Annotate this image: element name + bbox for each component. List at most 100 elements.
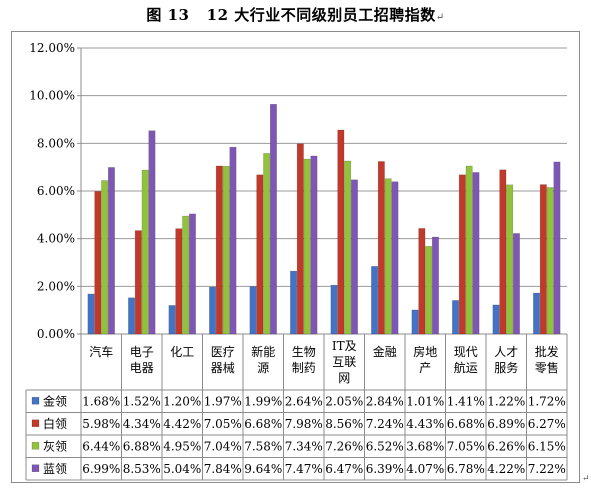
chart-frame: 0.00% 2.00% 4.00% 6.00% 8.00% 10.00% 12.00% 汽车电…	[11, 31, 580, 483]
data-cell-label: 2.05%	[325, 394, 363, 408]
category-label: 电子	[130, 345, 154, 359]
bar	[337, 129, 345, 335]
data-cell-label: 5.98%	[82, 417, 120, 431]
category-label: 互联	[332, 355, 356, 369]
category-label: 汽车	[89, 344, 113, 359]
data-cell-label: 7.58%	[244, 439, 282, 453]
legend-key	[31, 397, 40, 405]
category-label: 制药	[292, 361, 316, 375]
bar	[418, 228, 426, 335]
y-tick-label: 12.00%	[29, 41, 75, 55]
data-cell-label: 4.43%	[406, 417, 444, 431]
data-cell-label: 7.34%	[285, 439, 323, 453]
data-cell-label: 1.99%	[244, 394, 282, 408]
bar	[472, 172, 480, 335]
bar	[263, 153, 271, 335]
category-label: 房地	[413, 344, 437, 359]
data-cell-label: 7.22%	[528, 462, 566, 476]
legend-key	[31, 419, 40, 427]
paragraph-mark: ↵	[435, 12, 445, 23]
figure-caption: 图 13 12 大行业不同级别员工招聘指数↵	[0, 4, 591, 25]
bar	[499, 169, 507, 335]
category-label: 化工	[170, 345, 194, 359]
bar	[148, 130, 156, 335]
bar	[215, 165, 223, 335]
data-cell-label: 8.56%	[325, 417, 363, 431]
data-cell-label: 2.64%	[285, 394, 323, 408]
bar	[182, 215, 190, 335]
y-tick-label: 2.00%	[37, 279, 75, 293]
bar	[533, 292, 540, 335]
y-tick-label: 6.00%	[37, 184, 75, 198]
bar	[452, 300, 460, 335]
data-cell-label: 4.42%	[163, 417, 201, 431]
bar	[411, 309, 419, 335]
data-cell-label: 1.22%	[487, 394, 525, 408]
data-cell-label: 4.22%	[487, 462, 525, 476]
data-cell-label: 7.84%	[204, 462, 242, 476]
data-cell-label: 6.39%	[366, 462, 404, 476]
y-tick-label: 10.00%	[29, 89, 75, 103]
category-label: 零售	[535, 360, 559, 375]
bar	[296, 143, 304, 335]
data-cell-label: 7.05%	[204, 417, 242, 431]
data-cell-label: 1.52%	[123, 394, 161, 408]
category-label: 医疗	[211, 345, 235, 359]
data-cell-label: 6.68%	[244, 417, 282, 431]
data-cell-label: 2.84%	[366, 394, 404, 408]
category-label: 批发	[535, 344, 559, 359]
legend-label: 蓝领	[43, 462, 67, 476]
data-cell-label: 3.68%	[406, 439, 444, 453]
category-label: 网	[338, 371, 350, 385]
data-cell-label: 7.26%	[325, 439, 363, 453]
data-cell-label: 4.95%	[163, 439, 201, 453]
bar	[128, 297, 135, 335]
bar	[94, 191, 102, 335]
data-cell-label: 6.15%	[528, 439, 566, 453]
data-cell-label: 4.07%	[406, 462, 444, 476]
bar	[344, 160, 352, 335]
y-tick-label: 4.00%	[37, 232, 75, 246]
bar	[134, 230, 142, 335]
data-cell-label: 8.53%	[123, 462, 161, 476]
bar	[391, 181, 399, 335]
end-paragraph-mark: ↵	[582, 474, 590, 484]
bar	[189, 213, 196, 335]
bar	[87, 293, 95, 335]
bar	[506, 184, 514, 335]
bar	[222, 165, 230, 335]
data-cell-label: 9.64%	[244, 462, 282, 476]
bar	[351, 179, 358, 335]
data-cell-label: 4.34%	[123, 417, 161, 431]
data-cell-label: 6.68%	[447, 417, 485, 431]
bar	[290, 270, 298, 335]
bar	[377, 161, 385, 335]
category-label: 服务	[494, 360, 518, 375]
data-cell-label: 7.47%	[285, 462, 323, 476]
data-cell-label: 6.47%	[325, 462, 363, 476]
legend-label: 金领	[43, 393, 67, 408]
bar	[249, 286, 257, 335]
data-cell-label: 5.04%	[163, 462, 201, 476]
category-label: 生物	[292, 345, 316, 359]
bar	[465, 165, 473, 335]
data-cell-label: 6.26%	[487, 439, 525, 453]
legend-key	[31, 442, 40, 450]
bar	[141, 169, 149, 335]
bar	[425, 246, 433, 335]
bar	[270, 103, 277, 335]
data-cell-label: 1.72%	[528, 394, 566, 408]
data-cell-label: 6.78%	[447, 462, 485, 476]
bar	[384, 178, 392, 335]
bar	[492, 304, 500, 335]
bar	[229, 146, 237, 335]
data-cell-label: 7.98%	[285, 417, 323, 431]
data-cell-label: 6.88%	[123, 439, 161, 453]
data-cell-label: 1.41%	[447, 394, 485, 408]
bar	[310, 155, 318, 335]
category-label: 器械	[211, 360, 235, 375]
bar	[175, 228, 183, 335]
data-cell-label: 6.44%	[82, 439, 120, 453]
bar	[513, 233, 520, 335]
bar	[256, 174, 264, 335]
